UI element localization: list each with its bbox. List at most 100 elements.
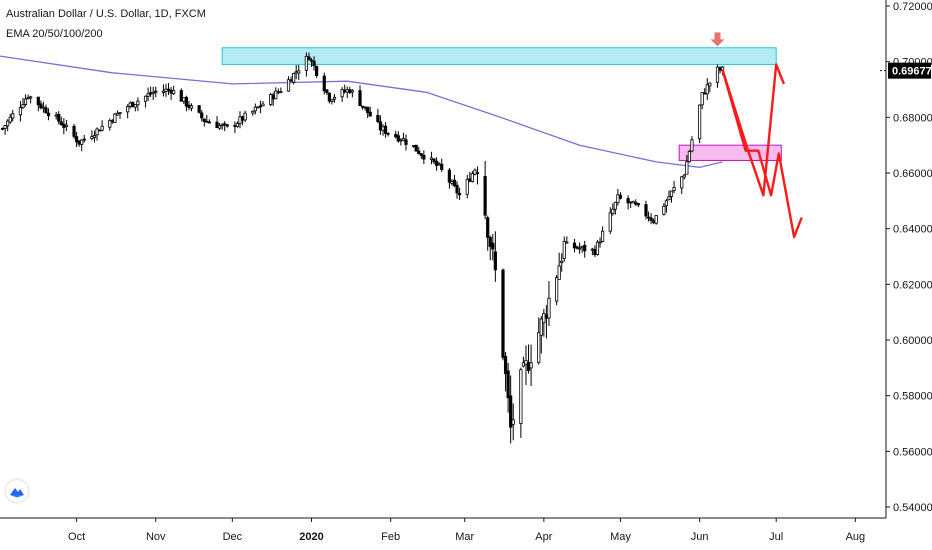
candle-body xyxy=(565,241,569,244)
candle-body xyxy=(6,120,10,127)
candle-body xyxy=(146,93,150,97)
candle-body xyxy=(8,116,12,123)
candle-body xyxy=(652,220,656,223)
candle-body xyxy=(376,114,380,122)
candle-body xyxy=(200,112,204,119)
candle-body xyxy=(578,247,582,250)
signal-arrow-icon xyxy=(710,32,725,47)
candle-body xyxy=(315,65,319,76)
candle-body xyxy=(164,88,168,92)
candle-body xyxy=(238,116,242,124)
candle-body xyxy=(715,66,720,83)
chart-title: Australian Dollar / U.S. Dollar, 1D, FXC… xyxy=(6,8,206,20)
candle-body xyxy=(243,112,247,121)
candle-body xyxy=(682,174,686,178)
candle-body xyxy=(440,163,444,170)
candle-body xyxy=(131,101,135,108)
candle-body xyxy=(544,314,549,319)
candle-body xyxy=(473,169,477,175)
candles-layer xyxy=(0,52,725,444)
candle-body xyxy=(519,369,523,424)
candle-body xyxy=(108,120,112,128)
candle-body xyxy=(36,96,40,106)
candle-body xyxy=(327,92,331,102)
x-tick-label: Oct xyxy=(68,531,85,543)
x-tick-label: Feb xyxy=(381,531,400,543)
candle-body xyxy=(396,135,400,142)
candle-body xyxy=(590,248,594,251)
candle-body xyxy=(450,180,454,184)
candle-body xyxy=(720,66,725,71)
candle-body xyxy=(179,90,183,102)
candle-body xyxy=(511,419,515,425)
candle-body xyxy=(279,91,283,93)
y-tick-label: 0.68000 xyxy=(893,112,932,124)
candle-body xyxy=(100,125,104,131)
y-tick-label: 0.58000 xyxy=(893,391,932,403)
candle-body xyxy=(54,114,58,117)
candle-body xyxy=(583,244,587,252)
candle-body xyxy=(608,212,612,232)
candle-body xyxy=(378,121,383,131)
candle-body xyxy=(304,56,308,71)
candle-body xyxy=(542,313,546,324)
candle-body xyxy=(166,88,171,91)
candle-body xyxy=(447,169,451,183)
candle-body xyxy=(366,106,370,114)
candle-body xyxy=(294,71,298,74)
candle-body xyxy=(626,198,630,204)
candle-body xyxy=(537,332,541,363)
candle-body xyxy=(363,106,367,109)
candle-body xyxy=(340,89,344,98)
candle-body xyxy=(182,97,186,102)
candle-body xyxy=(358,90,362,106)
candle-body xyxy=(41,106,46,109)
candle-body xyxy=(457,193,462,196)
candle-body xyxy=(452,179,457,187)
candle-body xyxy=(465,179,469,195)
candle-body xyxy=(580,245,584,249)
candle-body xyxy=(0,127,5,130)
candle-body xyxy=(399,139,403,142)
candle-body xyxy=(149,92,153,95)
candle-body xyxy=(297,70,301,74)
candle-body xyxy=(161,90,166,93)
candle-body xyxy=(598,241,602,244)
candle-body xyxy=(286,79,291,92)
candle-body xyxy=(253,106,257,112)
zones-layer xyxy=(221,47,782,161)
candle-body xyxy=(113,113,117,123)
candle-body xyxy=(483,176,487,216)
candle-body xyxy=(92,135,97,138)
candle-body xyxy=(3,125,7,129)
candle-body xyxy=(172,90,176,95)
candle-body xyxy=(529,362,533,369)
candle-body xyxy=(600,230,605,242)
x-tick-label: May xyxy=(610,531,631,543)
candle-body xyxy=(325,89,329,93)
candle-body xyxy=(705,84,709,95)
candle-body xyxy=(90,136,94,139)
candle-body xyxy=(667,196,671,201)
candle-body xyxy=(401,138,406,142)
candle-body xyxy=(616,194,620,203)
candle-body xyxy=(271,94,275,100)
candle-body xyxy=(64,124,68,128)
y-tick-label: 0.66000 xyxy=(893,168,932,180)
candle-body xyxy=(646,216,651,219)
y-tick-label: 0.72000 xyxy=(893,1,932,13)
candle-body xyxy=(455,184,459,194)
candle-body xyxy=(115,112,120,116)
candle-body xyxy=(44,107,48,114)
candle-body xyxy=(225,124,229,127)
candle-body xyxy=(654,215,658,224)
candle-body xyxy=(23,98,28,105)
candle-body xyxy=(133,104,137,108)
x-tick-label: Apr xyxy=(535,531,552,543)
tradingview-logo-icon[interactable] xyxy=(6,480,28,502)
candle-body xyxy=(555,277,559,302)
candle-body xyxy=(394,133,398,138)
candle-body xyxy=(235,123,240,128)
